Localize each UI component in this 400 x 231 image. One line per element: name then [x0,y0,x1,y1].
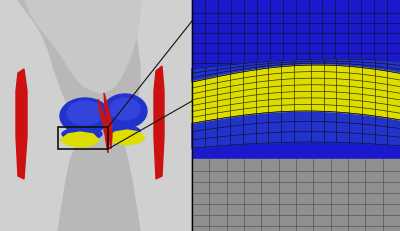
Polygon shape [107,130,145,145]
Polygon shape [18,0,140,135]
Polygon shape [16,69,27,179]
Ellipse shape [103,94,147,128]
Ellipse shape [104,125,140,137]
Bar [192,0,400,231]
Ellipse shape [67,101,103,125]
Polygon shape [154,66,164,179]
Bar [58,127,108,149]
Bar [0,0,192,231]
Polygon shape [98,99,109,153]
Polygon shape [58,131,140,231]
Ellipse shape [60,98,110,134]
Polygon shape [25,0,141,93]
Polygon shape [192,65,400,123]
Ellipse shape [62,128,102,140]
Polygon shape [104,93,112,149]
Polygon shape [60,132,99,147]
Bar [192,159,400,231]
Polygon shape [192,111,400,148]
Ellipse shape [110,98,140,120]
Polygon shape [192,59,400,82]
